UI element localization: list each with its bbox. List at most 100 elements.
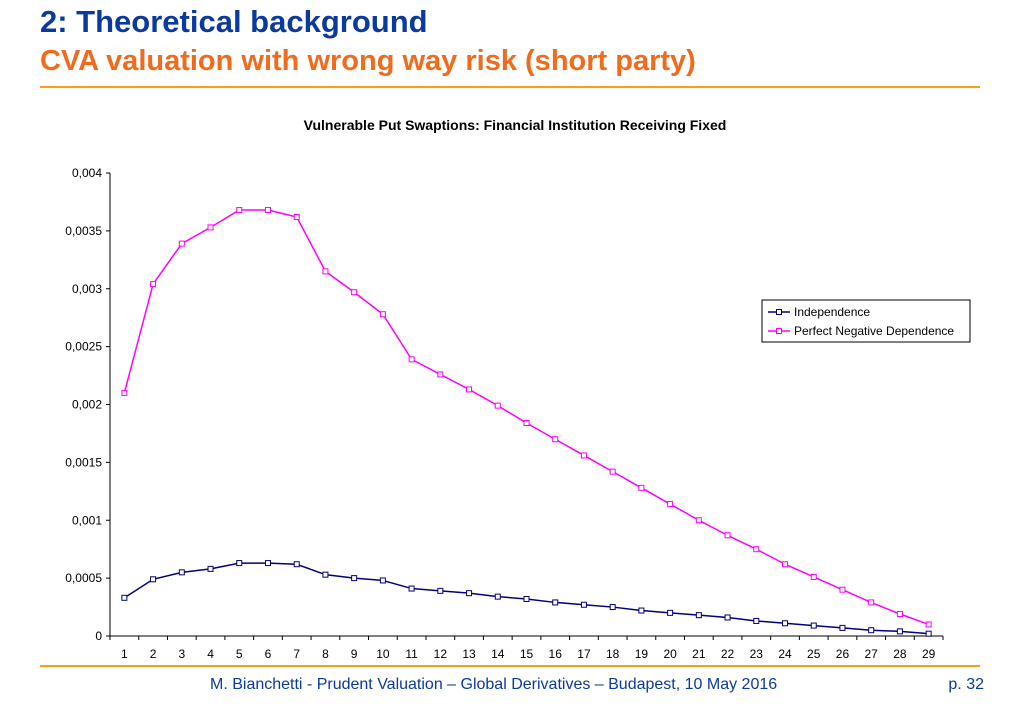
x-tick-label: 14 (491, 647, 505, 660)
data-point-perfect-negative-dependence (408, 356, 415, 363)
x-tick-label: 4 (207, 647, 214, 660)
line-chart: Vulnerable Put Swaptions: Financial Inst… (65, 117, 971, 660)
series-line-perfect-negative-dependence (123, 209, 929, 626)
x-tick-label: 7 (293, 647, 300, 660)
data-point-independence (379, 577, 386, 584)
x-tick-label: 11 (405, 647, 418, 660)
data-point-independence (351, 575, 358, 582)
x-tick-label: 6 (265, 647, 272, 660)
x-tick-label: 23 (750, 647, 764, 660)
data-point-perfect-negative-dependence (753, 546, 760, 553)
page-title: 2: Theoretical background (40, 4, 428, 39)
data-point-independence (437, 587, 444, 594)
data-point-independence (408, 585, 415, 592)
x-tick-label: 20 (663, 647, 677, 660)
x-tick-label: 24 (778, 647, 792, 660)
x-tick-label: 2 (150, 647, 157, 660)
data-point-independence (638, 607, 645, 614)
data-point-independence (178, 569, 185, 576)
data-point-perfect-negative-dependence (437, 371, 444, 378)
data-point-perfect-negative-dependence (925, 621, 932, 628)
data-point-perfect-negative-dependence (782, 561, 789, 568)
y-tick-label: 0,0025 (65, 340, 102, 354)
x-tick-label: 12 (434, 647, 448, 660)
chart-axes: 0 0,0005 0,001 0,0015 0,002 0,0025 0,003 0,0035… (65, 166, 944, 660)
data-point-perfect-negative-dependence (580, 452, 587, 459)
y-tick-label: 0,004 (72, 166, 102, 180)
x-tick-label: 25 (807, 647, 821, 660)
page-subtitle: CVA valuation with wrong way risk (short… (40, 45, 696, 77)
data-point-perfect-negative-dependence (868, 599, 875, 606)
data-point-independence (523, 595, 530, 602)
data-point-independence (896, 628, 903, 635)
y-tick-label: 0 (95, 629, 102, 643)
data-point-independence (782, 620, 789, 627)
x-tick-label: 5 (236, 647, 243, 660)
data-point-independence (868, 627, 875, 634)
data-point-independence (466, 590, 473, 597)
chart-legend: Independence Perfect Negative Dependence (761, 299, 971, 343)
x-tick-label: 16 (549, 647, 563, 660)
data-point-independence (839, 624, 846, 631)
x-tick-label: 1 (121, 647, 128, 660)
data-point-independence (667, 609, 674, 616)
x-tick-label: 3 (178, 647, 185, 660)
data-point-perfect-negative-dependence (236, 207, 243, 214)
data-point-independence (494, 593, 501, 600)
y-tick-label: 0,003 (72, 282, 102, 296)
footer-divider (40, 665, 980, 667)
y-tick-label: 0,001 (72, 513, 102, 527)
data-point-independence (724, 614, 731, 621)
legend-label: Perfect Negative Dependence (794, 324, 954, 338)
x-tick-label: 27 (865, 647, 879, 660)
footer-text: M. Bianchetti - Prudent Valuation – Glob… (210, 676, 778, 693)
data-point-independence (925, 630, 932, 637)
data-point-independence (552, 599, 559, 606)
x-tick-label: 15 (520, 647, 534, 660)
x-tick-label: 10 (376, 647, 390, 660)
data-point-independence (810, 622, 817, 629)
data-point-perfect-negative-dependence (667, 501, 674, 508)
data-point-perfect-negative-dependence (609, 468, 616, 475)
data-point-independence (150, 576, 157, 583)
data-point-perfect-negative-dependence (724, 532, 731, 539)
data-point-perfect-negative-dependence (466, 386, 473, 393)
data-point-independence (264, 560, 271, 567)
chart-title: Vulnerable Put Swaptions: Financial Inst… (304, 117, 727, 133)
data-point-independence (293, 561, 300, 568)
data-point-perfect-negative-dependence (810, 573, 817, 580)
data-point-perfect-negative-dependence (178, 240, 185, 247)
legend-swatch-marker (776, 309, 782, 315)
x-tick-label: 26 (836, 647, 850, 660)
x-tick-label: 9 (351, 647, 358, 660)
data-point-perfect-negative-dependence (638, 484, 645, 491)
data-point-independence (236, 560, 243, 567)
y-tick-label: 0,002 (72, 398, 102, 412)
x-tick-label: 22 (721, 647, 735, 660)
x-tick-label: 29 (922, 647, 936, 660)
x-tick-label: 28 (893, 647, 907, 660)
x-tick-label: 21 (692, 647, 706, 660)
data-point-independence (121, 594, 128, 601)
data-point-perfect-negative-dependence (695, 517, 702, 524)
header-divider (40, 86, 980, 88)
x-tick-label: 17 (577, 647, 591, 660)
data-point-perfect-negative-dependence (379, 311, 386, 318)
data-point-perfect-negative-dependence (523, 420, 530, 427)
data-point-perfect-negative-dependence (322, 268, 329, 275)
data-point-perfect-negative-dependence (293, 213, 300, 220)
y-tick-label: 0,0015 (65, 455, 102, 469)
data-point-independence (580, 601, 587, 608)
legend-label: Independence (794, 305, 870, 319)
legend-swatch-marker (776, 328, 782, 334)
legend-box (761, 299, 971, 343)
data-point-perfect-negative-dependence (839, 586, 846, 593)
data-point-perfect-negative-dependence (351, 289, 358, 296)
data-point-perfect-negative-dependence (896, 611, 903, 618)
data-point-independence (609, 604, 616, 611)
data-point-perfect-negative-dependence (150, 281, 157, 288)
data-point-independence (207, 565, 214, 572)
x-tick-label: 13 (462, 647, 476, 660)
data-point-perfect-negative-dependence (207, 224, 214, 231)
data-point-independence (322, 571, 329, 578)
